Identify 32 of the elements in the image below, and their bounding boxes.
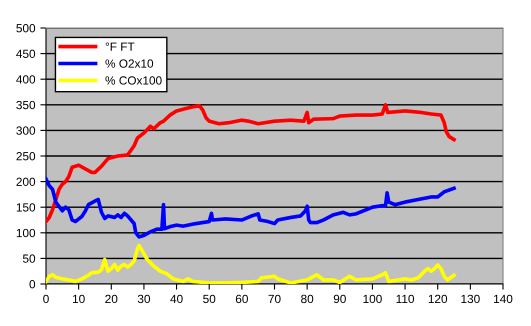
y-tick-label: 250 <box>16 152 36 160</box>
line-series <box>46 177 456 239</box>
legend-label: °F FT <box>106 42 134 51</box>
y-tick-label: 400 <box>16 75 36 84</box>
x-tick-label: 60 <box>236 294 248 304</box>
x-tick-label: 110 <box>396 294 414 304</box>
line-series <box>46 244 456 284</box>
y-tick-label: 100 <box>16 228 36 238</box>
legend-label: % COx100 <box>105 76 162 85</box>
y-tick-label: 300 <box>16 126 36 135</box>
x-tick-label: 100 <box>363 294 382 304</box>
x-tick-label: 10 <box>72 294 85 304</box>
y-tick-label: 150 <box>16 203 36 212</box>
x-tick-label: 130 <box>461 294 480 304</box>
line-series <box>46 102 456 224</box>
y-tick-label: 0 <box>29 280 36 288</box>
y-tick-label: 200 <box>16 178 36 186</box>
y-tick-label: 450 <box>16 50 36 58</box>
x-tick-label: 40 <box>170 294 183 304</box>
x-tick-label: 70 <box>268 294 281 304</box>
y-tick-label: 350 <box>16 100 36 110</box>
x-tick-label: 20 <box>105 294 118 304</box>
x-tick-label: 0 <box>43 294 49 304</box>
legend-label: % O2x10 <box>105 59 154 68</box>
x-tick-label: 90 <box>334 294 346 304</box>
x-tick-label: 120 <box>428 294 448 304</box>
x-tick-label: 50 <box>203 294 216 304</box>
y-tick-label: 500 <box>16 24 36 32</box>
x-tick-label: 140 <box>494 294 512 304</box>
x-tick-label: 80 <box>301 294 314 304</box>
y-tick-label: 50 <box>22 254 36 263</box>
x-tick-label: 30 <box>138 294 150 304</box>
